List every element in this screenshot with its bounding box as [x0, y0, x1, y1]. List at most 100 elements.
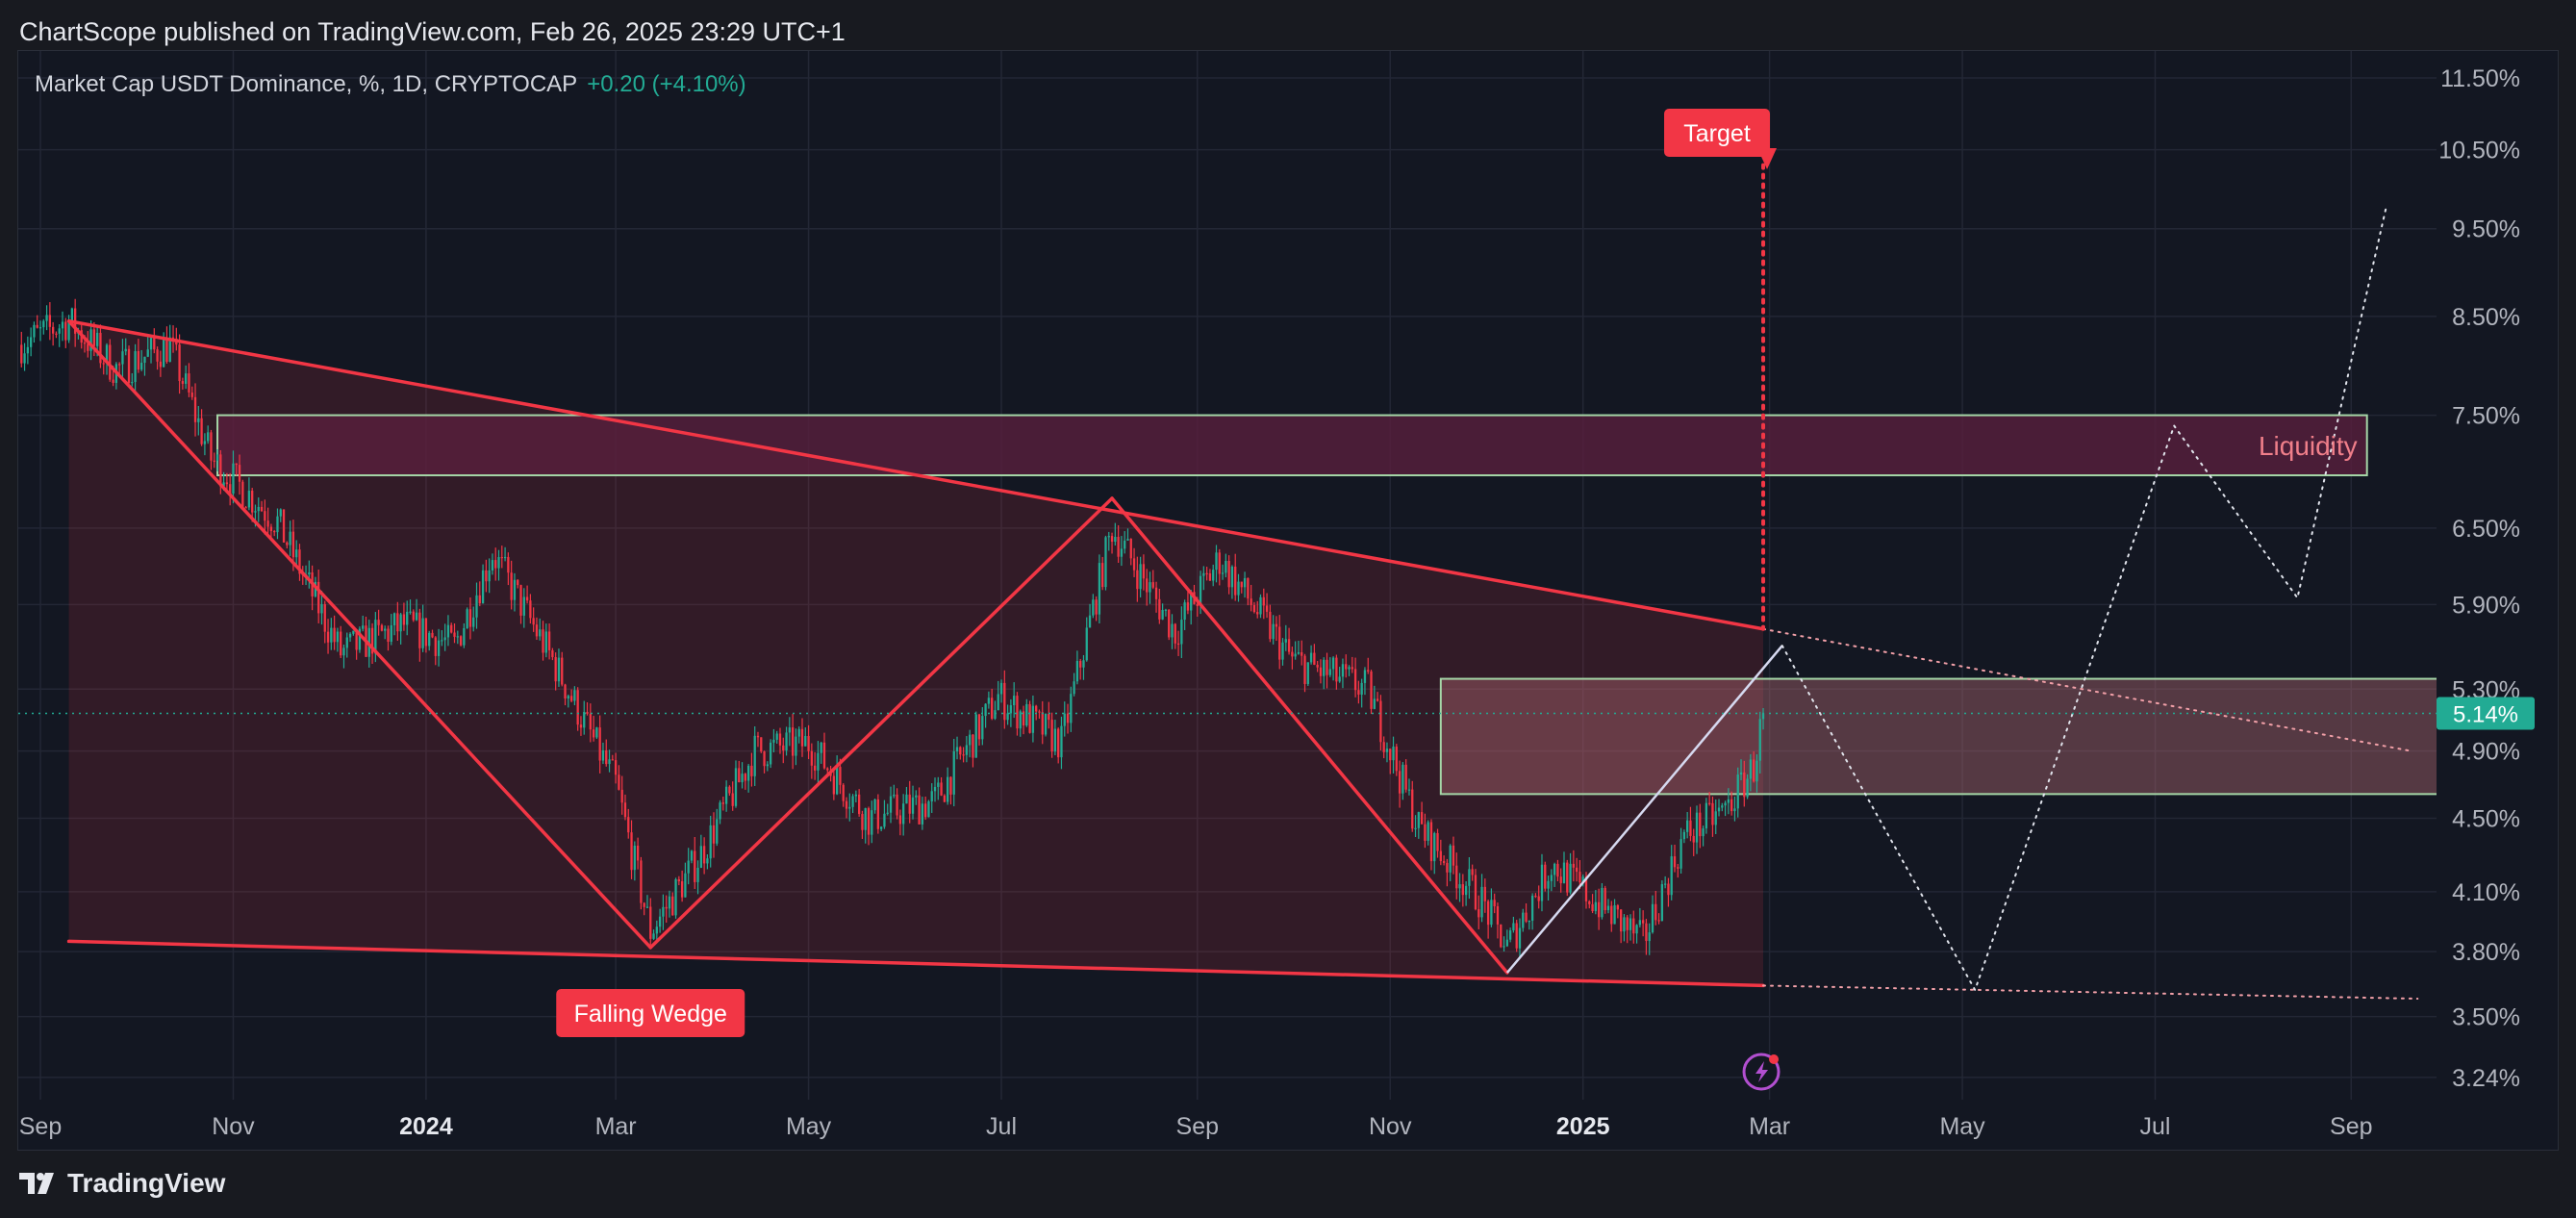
candle-body [178, 344, 181, 382]
candle-body [1351, 667, 1353, 670]
candle-body [1597, 901, 1601, 918]
candle-body [1250, 598, 1252, 605]
candle-body [1053, 728, 1057, 752]
candle-body [674, 878, 677, 916]
candle-body [1452, 845, 1455, 866]
candle-body [544, 631, 547, 653]
candle-body [1398, 771, 1402, 794]
candle-body [731, 793, 734, 806]
candle-body [813, 765, 817, 771]
candle-body [1149, 582, 1151, 593]
candle-body [857, 794, 861, 815]
candle-body [532, 618, 535, 625]
candle-body [930, 791, 933, 801]
candle-body [1417, 812, 1420, 828]
candle-body [1525, 912, 1528, 922]
candle-body [614, 760, 618, 775]
candle-body [29, 337, 33, 347]
candle-body [254, 511, 257, 513]
x-tick-label: May [786, 1113, 832, 1140]
candle-body [1505, 939, 1508, 947]
candle-body [643, 902, 645, 907]
liquidity-zone [216, 414, 2368, 477]
candle-body [889, 796, 893, 813]
candle-body [163, 339, 165, 368]
x-tick-label: Sep [2330, 1113, 2372, 1140]
candle-body [1739, 772, 1743, 775]
candle-body [396, 613, 399, 632]
candle-body [1164, 609, 1168, 611]
candle-body [497, 557, 500, 569]
candle-body [1730, 799, 1733, 812]
candle-body [947, 776, 949, 802]
tradingview-brand[interactable]: TradingView [19, 1168, 225, 1199]
candle-body [1360, 682, 1363, 695]
y-axis[interactable]: 11.50%10.50%9.50%8.50%7.50%6.50%5.90%5.3… [2437, 65, 2535, 1092]
candle-body [1126, 539, 1129, 541]
candle-body [1663, 883, 1667, 885]
candle-body [605, 749, 608, 765]
candle-body [1212, 570, 1215, 581]
candle-body [1110, 536, 1114, 543]
candle-body [905, 794, 908, 804]
candle-body [991, 698, 994, 720]
candle-body [981, 716, 984, 740]
candle-body [1714, 811, 1717, 825]
candle-body [1708, 802, 1711, 804]
candle-body [1429, 822, 1433, 862]
candle-body [1427, 822, 1429, 841]
candle-body [1455, 865, 1458, 889]
candle-body [908, 794, 911, 814]
candle-body [1619, 909, 1623, 932]
candle-body [1632, 918, 1635, 934]
candle-body [58, 328, 61, 334]
candle-body [709, 825, 712, 859]
candle-body [1240, 581, 1243, 588]
candle-body [839, 767, 842, 785]
candle-body [969, 734, 972, 746]
x-tick-label: Sep [19, 1113, 62, 1140]
candle-body [1348, 667, 1351, 670]
tradingview-logo-icon [19, 1173, 54, 1194]
candle-body [390, 624, 392, 643]
candle-body [1326, 659, 1328, 675]
candle-body [1442, 861, 1446, 863]
candle-body [1584, 876, 1588, 901]
candle-body [1537, 896, 1540, 901]
x-axis[interactable]: Sep Nov 2024 Mar May Jul Sep Nov 2025 Mar May Jul Se… [19, 1113, 2373, 1140]
candle-body [807, 735, 810, 751]
candle-body [1139, 564, 1142, 590]
candle-body [665, 906, 668, 909]
candle-body [399, 614, 402, 632]
candle-body [428, 632, 431, 647]
candle-body [358, 628, 362, 650]
candle-body [342, 647, 345, 656]
x-tick-label: 2025 [1556, 1113, 1610, 1140]
candle-body [1338, 676, 1341, 682]
candle-body [1341, 664, 1345, 677]
candle-body [1721, 805, 1724, 808]
candle-body [918, 795, 921, 825]
candle-body [835, 767, 839, 795]
symbol-legend[interactable]: Market Cap USDT Dominance, %, 1D, CRYPTO… [35, 71, 746, 98]
candle-body [1474, 875, 1477, 910]
candle-body [330, 627, 333, 643]
candle-body [171, 337, 175, 339]
candle-body [551, 649, 554, 658]
candle-body [645, 906, 649, 908]
candle-body [652, 933, 655, 939]
chart-frame[interactable] [17, 50, 2559, 1151]
candle-body [1262, 596, 1265, 606]
candle-body [1677, 867, 1679, 869]
candle-body [1075, 660, 1079, 682]
candle-body [273, 530, 276, 533]
falling-wedge-label-text: Falling Wedge [574, 1001, 727, 1028]
liquidity-label: Liquidity [2259, 431, 2358, 461]
candle-body [1265, 605, 1269, 612]
candle-body [36, 324, 38, 328]
y-tick-label: 7.50% [2452, 403, 2520, 430]
candle-body [1107, 536, 1110, 538]
lightning-bolt-icon[interactable] [1742, 1053, 1780, 1091]
candle-body [1508, 930, 1512, 940]
